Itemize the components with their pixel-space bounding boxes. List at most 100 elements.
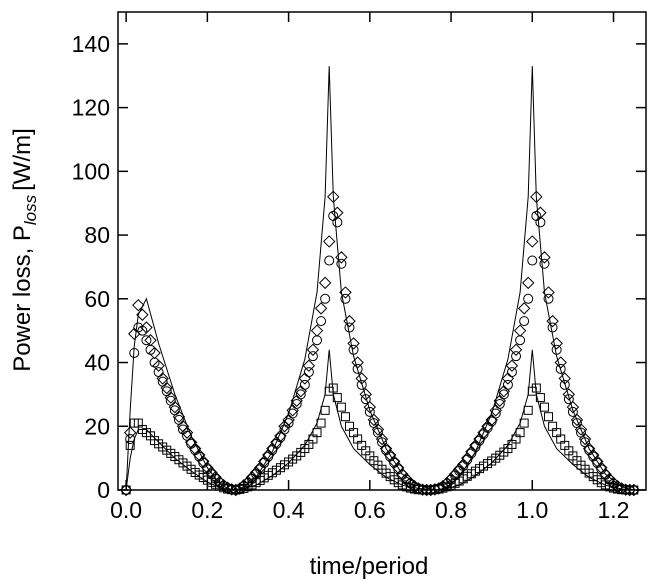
diamond-point — [347, 337, 360, 350]
x-axis-title: time/period — [310, 553, 429, 580]
circle-point — [506, 367, 517, 378]
circle-point — [372, 427, 383, 438]
circle-point — [502, 379, 513, 390]
diamond-point — [554, 356, 567, 369]
circle-point — [543, 293, 554, 304]
circle-point — [571, 418, 582, 429]
diamond-point — [314, 302, 328, 315]
diamond-point — [306, 343, 320, 356]
circle-point — [145, 344, 156, 355]
diamond-point — [542, 286, 555, 299]
y-tick-label: 120 — [72, 95, 110, 121]
x-tick-label: 1.0 — [516, 497, 548, 523]
circle-point — [486, 416, 497, 427]
diamond-point — [132, 298, 145, 312]
circle-point — [580, 437, 591, 448]
circle-point — [364, 406, 375, 417]
square-point — [523, 405, 533, 415]
square-point — [535, 393, 545, 403]
circle-point — [125, 434, 136, 445]
diamond-point — [505, 359, 519, 372]
circle-point — [551, 344, 562, 355]
circle-point — [141, 335, 152, 346]
diamond-point — [310, 324, 324, 337]
circle-point — [494, 398, 505, 409]
square-point — [340, 412, 350, 422]
diamond-point — [152, 359, 165, 372]
circle-point — [283, 418, 294, 429]
diamond-point — [526, 235, 539, 248]
circle-point — [360, 394, 371, 405]
x-tick-label: 0.4 — [273, 497, 305, 523]
plot-frame — [117, 11, 647, 491]
circle-point — [287, 408, 298, 419]
circle-point — [291, 398, 302, 409]
circle-point — [377, 437, 387, 448]
x-tick-label: 0.0 — [110, 497, 142, 523]
circle-point — [576, 427, 587, 438]
circle-point — [149, 357, 160, 368]
diamond-point — [562, 388, 576, 401]
square-point — [544, 412, 554, 422]
square-point — [336, 402, 346, 412]
circle-point — [332, 217, 343, 228]
diamond-point — [339, 286, 352, 299]
diamond-point — [367, 413, 381, 427]
circle-point — [299, 379, 310, 390]
y-tick-label: 0 — [97, 477, 110, 503]
series-line-1 — [125, 349, 634, 491]
circle-point — [312, 335, 323, 346]
square-point — [515, 428, 525, 438]
circle-point — [352, 363, 363, 374]
square-point — [312, 428, 322, 438]
y-tick-label: 20 — [84, 413, 110, 439]
diamond-point — [530, 190, 543, 204]
square-point — [539, 402, 549, 412]
diamond-point — [509, 343, 523, 356]
diamond-point — [327, 190, 340, 204]
diamond-point — [513, 324, 527, 337]
circle-point — [275, 432, 286, 443]
y-axis-ticks: 0 20 40 60 80 100 120 140 — [72, 31, 646, 503]
x-tick-label: 1.2 — [598, 497, 630, 523]
circle-point — [498, 389, 509, 400]
diamond-point — [558, 372, 571, 385]
diamond-point — [318, 276, 332, 290]
diamond-point — [550, 337, 563, 350]
square-point — [316, 418, 326, 428]
circle-point — [307, 351, 318, 362]
diamond-point — [343, 314, 356, 328]
diamond-point — [123, 426, 137, 439]
circle-point — [563, 394, 574, 405]
circle-point — [531, 210, 542, 221]
series-layer — [119, 66, 641, 497]
diamond-point — [538, 251, 551, 264]
circle-point — [169, 405, 180, 416]
diamond-point — [351, 356, 364, 369]
circle-point — [527, 255, 538, 266]
circle-point — [555, 363, 566, 374]
x-tick-label: 0.6 — [354, 497, 386, 523]
y-tick-label: 60 — [84, 286, 110, 312]
circle-point — [535, 217, 546, 228]
diamond-point — [180, 426, 194, 439]
y-axis-title-unit: [W/m] — [9, 128, 36, 191]
x-tick-label: 0.2 — [191, 497, 223, 523]
circle-point — [129, 347, 140, 358]
series-line-0 — [125, 66, 634, 491]
circle-point — [340, 293, 351, 304]
diamond-point — [302, 359, 316, 372]
circle-point — [303, 367, 314, 378]
circle-point — [490, 408, 501, 419]
diamond-point — [517, 302, 531, 315]
diamond-point — [335, 251, 348, 264]
diamond-point — [136, 308, 149, 321]
circle-point — [328, 210, 339, 221]
circle-point — [547, 322, 558, 333]
y-tick-label: 100 — [72, 158, 110, 184]
diamond-point — [522, 276, 535, 290]
square-point — [125, 440, 135, 450]
circle-point — [539, 258, 550, 269]
x-axis-ticks: 0.0 0.2 0.4 0.6 0.8 1.0 1.2 — [110, 12, 629, 523]
